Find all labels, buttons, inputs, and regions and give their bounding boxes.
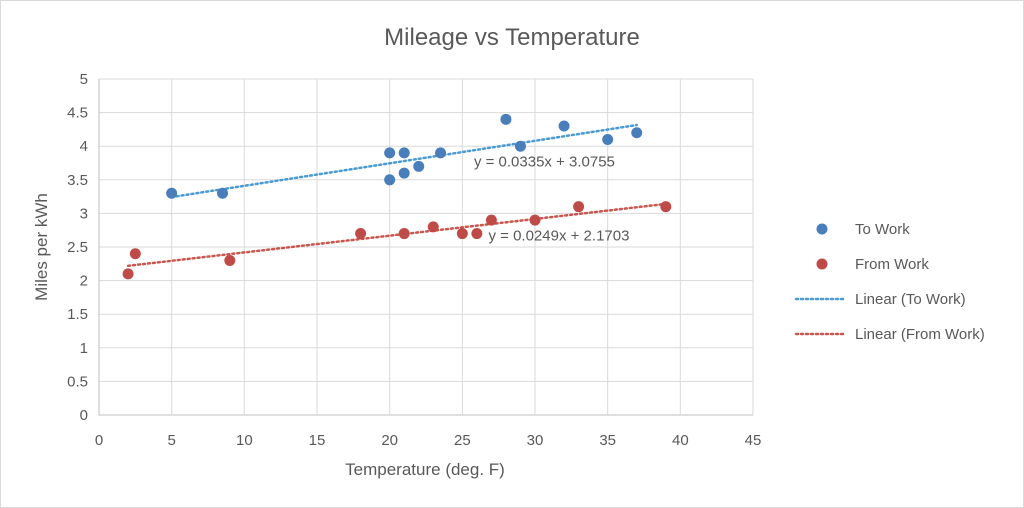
x-tick-label: 25 (454, 432, 471, 449)
y-tick-label: 0.5 (67, 373, 88, 390)
y-tick-label: 0 (80, 407, 88, 424)
x-tick-label: 20 (381, 432, 398, 449)
data-point (413, 160, 425, 172)
y-tick-label: 1.5 (67, 306, 88, 323)
data-point (500, 113, 512, 125)
data-point (384, 147, 396, 159)
legend-label: To Work (855, 221, 910, 238)
data-point (471, 228, 483, 240)
x-tick-label: 5 (167, 432, 175, 449)
data-point (355, 228, 367, 240)
y-tick-label: 2.5 (67, 239, 88, 256)
x-axis-ticks: 0 5 10 15 20 25 30 35 40 45 (95, 432, 762, 449)
trendlines (126, 123, 668, 268)
x-tick-label: 45 (745, 432, 762, 449)
y-tick-label: 3.5 (67, 172, 88, 189)
data-point (456, 228, 468, 240)
legend-marker (816, 258, 828, 270)
data-point (427, 221, 439, 233)
data-point (573, 201, 585, 213)
data-point (122, 268, 134, 280)
y-tick-label: 5 (80, 71, 88, 88)
data-point (224, 254, 236, 266)
trendline-equation: y = 0.0335x + 3.0755 (474, 153, 615, 170)
data-points (122, 113, 672, 280)
data-point (166, 187, 178, 199)
data-point (602, 133, 614, 145)
y-tick-label: 3 (80, 205, 88, 222)
y-tick-label: 4.5 (67, 105, 88, 122)
legend-label: Linear (From Work) (855, 326, 985, 343)
trendline-equations: y = 0.0335x + 3.0755 y = 0.0249x + 2.1703 (474, 153, 629, 244)
trendline (170, 123, 638, 199)
data-point (529, 214, 541, 226)
legend-marker (816, 223, 828, 235)
y-tick-label: 4 (80, 138, 88, 155)
trendline-equation: y = 0.0249x + 2.1703 (488, 227, 629, 244)
x-tick-label: 10 (236, 432, 253, 449)
y-axis-title: Miles per kWh (32, 193, 51, 301)
legend-label: From Work (855, 256, 929, 273)
chart-title: Mileage vs Temperature (384, 24, 640, 51)
data-point (435, 147, 447, 159)
data-point (384, 174, 396, 186)
data-point (129, 248, 141, 260)
legend: To Work From Work Linear (To Work) Linear (… (794, 221, 985, 343)
data-point (398, 228, 410, 240)
data-point (660, 201, 672, 213)
x-tick-label: 0 (95, 432, 103, 449)
x-tick-label: 35 (599, 432, 616, 449)
x-tick-label: 30 (527, 432, 544, 449)
gridlines (98, 78, 754, 416)
x-axis-title: Temperature (deg. F) (345, 460, 505, 479)
data-point (631, 127, 643, 139)
x-tick-label: 40 (672, 432, 689, 449)
legend-label: Linear (To Work) (855, 291, 966, 308)
x-tick-label: 15 (309, 432, 326, 449)
data-point (485, 214, 497, 226)
trendline (126, 202, 668, 268)
y-tick-label: 1 (80, 340, 88, 357)
y-axis-ticks: 0 0.5 1 1.5 2 2.5 3 3.5 4 4.5 5 (67, 71, 88, 424)
data-point (217, 187, 229, 199)
data-point (398, 147, 410, 159)
data-point (398, 167, 410, 179)
data-point (514, 140, 526, 152)
y-tick-label: 2 (80, 273, 88, 290)
data-point (558, 120, 570, 132)
